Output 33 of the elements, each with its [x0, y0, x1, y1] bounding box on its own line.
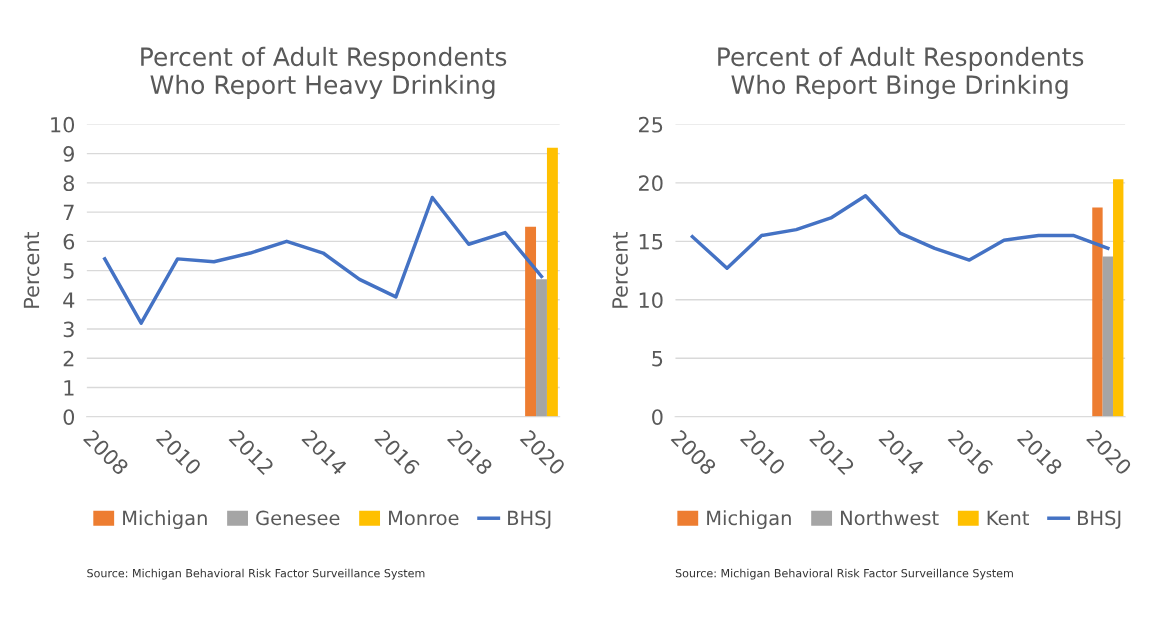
legend-label: BHSJ [508, 510, 551, 529]
y-tick-label: 25 [639, 116, 663, 133]
y-tick-label: 1 [64, 380, 74, 396]
line-series [690, 193, 1110, 270]
source-note: Source: Michigan Behavioral Risk Factor Surveillance System [87, 568, 425, 580]
chart-title: Percent of Adult Respondents Who Report Binge Drinking [718, 46, 1084, 100]
y-tick-label: 9 [63, 146, 74, 162]
y-tick-label: 10 [639, 292, 663, 309]
y-tick-label: 3 [63, 321, 74, 338]
chart-title: Percent of Adult Respondents Who Report Heavy Drinking [141, 46, 507, 100]
y-tick-label: 5 [63, 263, 74, 279]
y-tick-label: 15 [639, 234, 663, 250]
y-tick-label: 7 [63, 204, 74, 221]
legend-label: Michigan [123, 510, 207, 530]
y-tick-label: 2 [63, 350, 74, 367]
source-note: Source: Michigan Behavioral Risk Factor Surveillance System [675, 568, 1013, 580]
legend-label: Northwest [841, 510, 939, 526]
legend-label: BHSJ [1078, 510, 1121, 529]
y-tick-label: 6 [63, 233, 75, 250]
y-axis-title: Percent [23, 231, 40, 308]
legend-label: Genesee [256, 510, 340, 526]
y-tick-label: 4 [63, 292, 75, 308]
y-tick-label: 0 [63, 409, 75, 425]
y-tick-label: 5 [652, 351, 663, 367]
y-tick-label: 8 [63, 175, 75, 192]
y-tick-label: 20 [639, 175, 663, 192]
y-tick-label: 0 [652, 409, 663, 425]
legend-label: Monroe [389, 510, 459, 526]
y-axis-title: Percent [612, 231, 628, 308]
y-tick-label: 10 [51, 116, 75, 133]
legend-label: Kent [987, 510, 1030, 526]
line-series [103, 195, 544, 325]
legend-label: Michigan [707, 510, 791, 530]
